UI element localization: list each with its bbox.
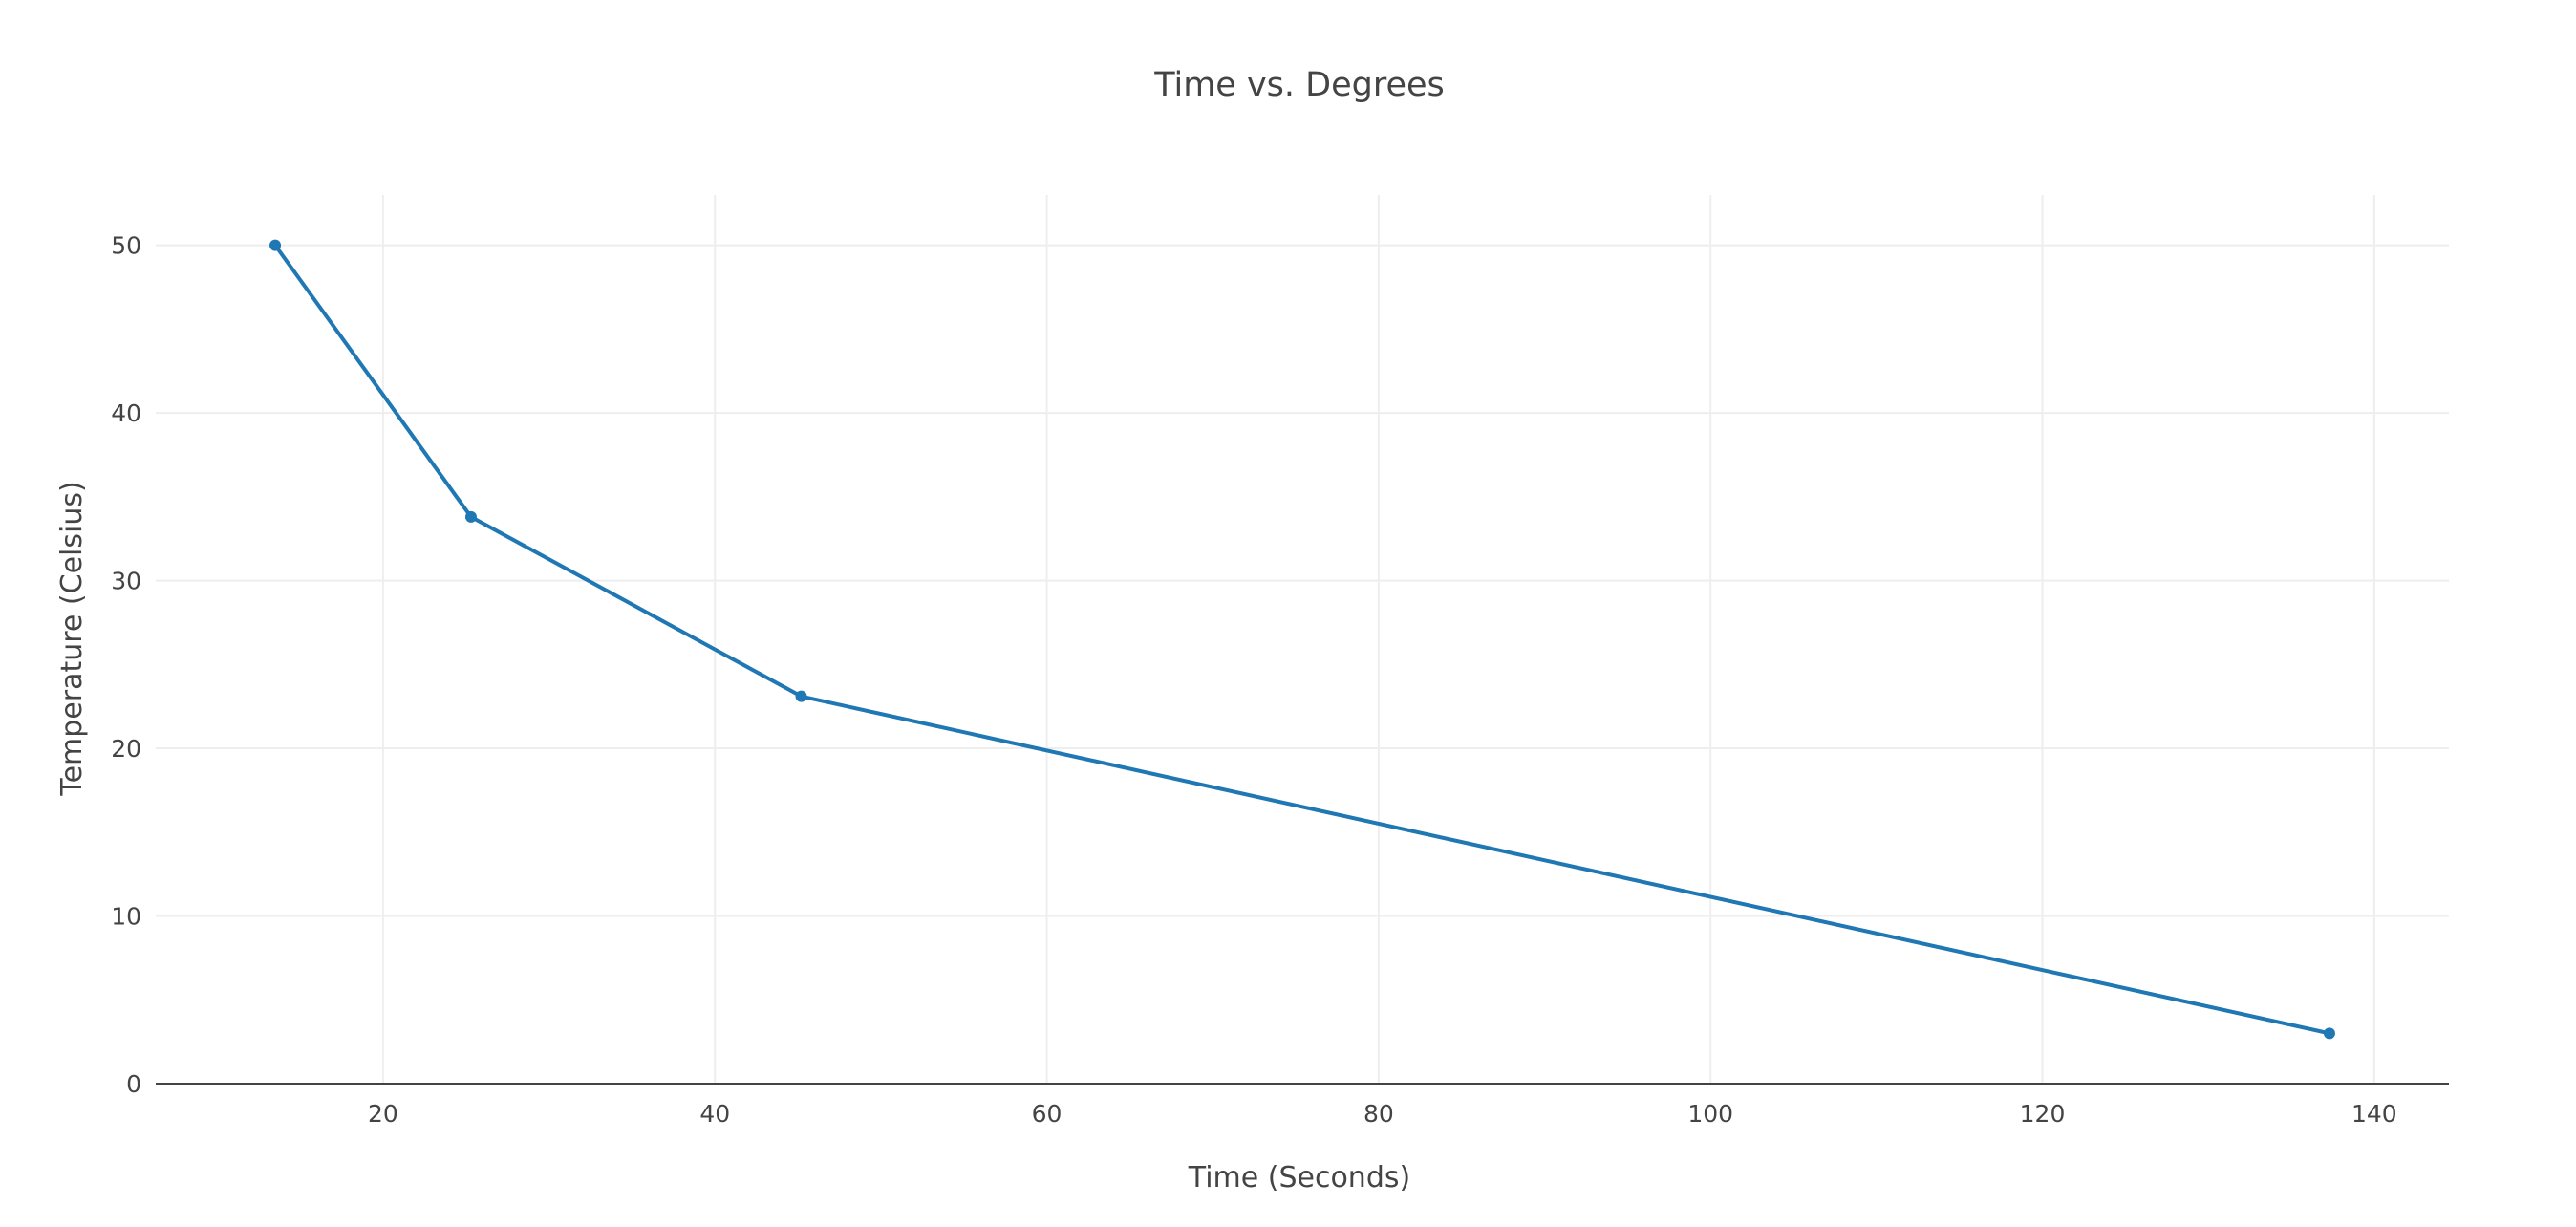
data-point [269,239,282,251]
y-tick-label: 30 [111,568,141,595]
chart-title: Time vs. Degrees [1153,66,1445,104]
y-tick-label: 0 [126,1070,141,1098]
y-axis-title: Temperature (Celsius) [55,481,89,796]
y-tick-label: 40 [111,399,141,427]
y-tick-label: 50 [111,232,141,260]
x-tick-label: 60 [1032,1100,1063,1128]
x-tick-label: 100 [1687,1100,1733,1128]
tick-label-layer: 20 40 60 80 100 120 140 0 10 20 30 40 50 [111,232,2397,1128]
series-layer [269,239,2335,1040]
data-point [2323,1027,2335,1040]
x-axis-title: Time (Seconds) [1188,1161,1410,1195]
x-tick-label: 120 [2020,1100,2066,1128]
x-tick-label: 40 [699,1100,730,1128]
x-tick-label: 80 [1363,1100,1394,1128]
data-point [464,510,477,523]
x-tick-label: 140 [2351,1100,2397,1128]
x-tick-label: 20 [368,1100,398,1128]
y-tick-label: 10 [111,903,141,931]
grid-layer [156,195,2449,1084]
series-line [273,243,2331,1036]
y-tick-label: 20 [111,735,141,763]
data-point [795,690,807,702]
